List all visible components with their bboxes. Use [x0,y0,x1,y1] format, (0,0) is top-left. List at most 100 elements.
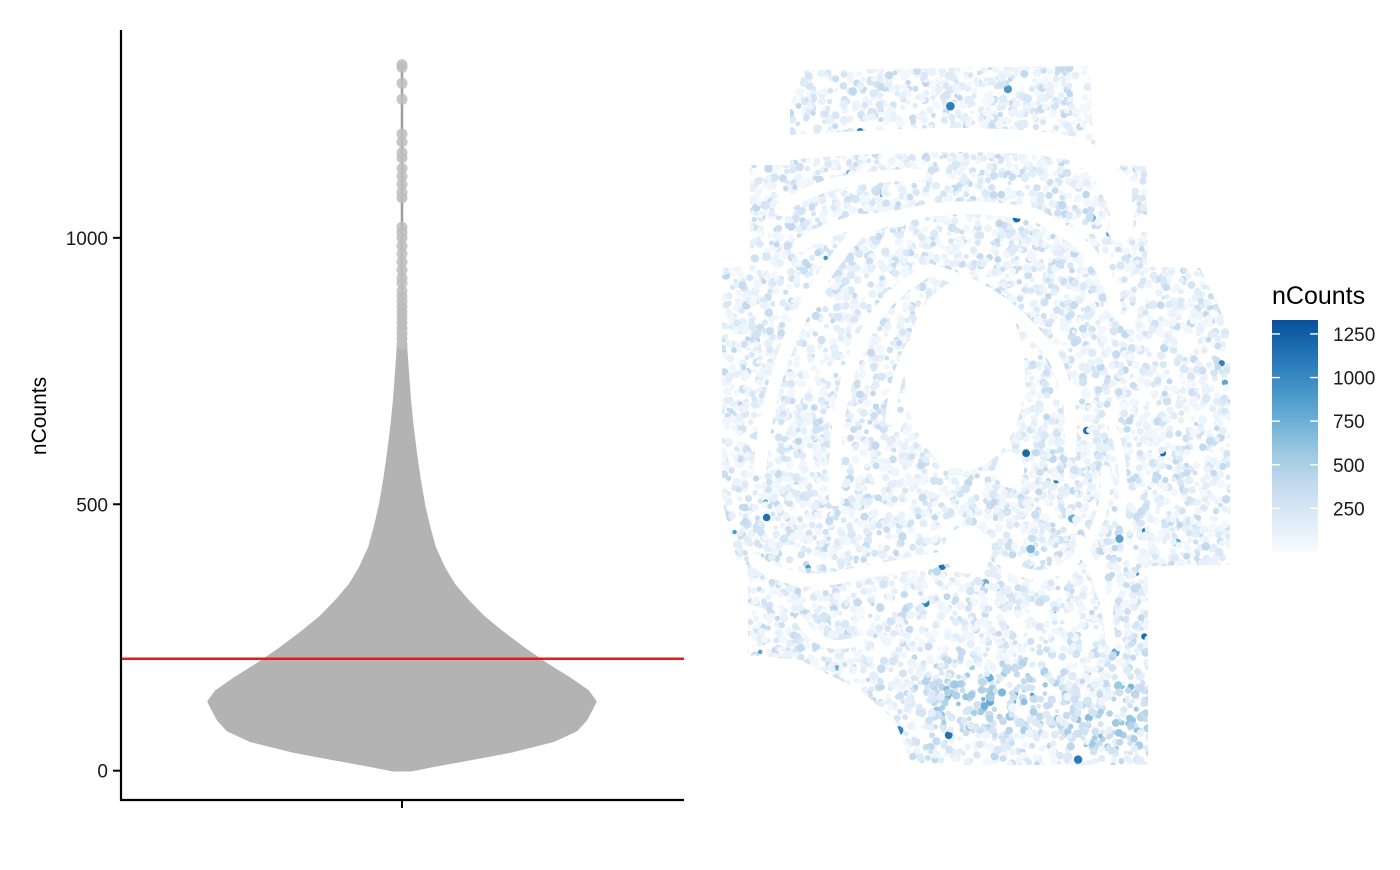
cell-point [844,702,850,708]
cell-point [1151,562,1160,571]
cell-point [766,606,772,612]
cell-point [765,116,774,125]
cell-point [1167,616,1173,622]
cell-point [1183,469,1191,477]
cell-point [835,706,843,714]
cell-point [773,93,780,100]
cell-point [1227,615,1235,623]
cell-point [741,708,748,715]
cell-point [1195,618,1204,627]
cell-point [926,502,932,508]
cell-point [1201,260,1208,267]
cell-point [769,322,775,328]
cell-point [1186,675,1191,680]
cell-point [997,137,1003,143]
cell-point [870,391,876,397]
cell-point [761,134,767,140]
cell-point [1103,106,1109,112]
cell-point [744,584,749,589]
cell-point [1210,72,1216,78]
cell-point [1005,449,1013,457]
cell-point [1175,182,1180,187]
cell-point [865,737,871,743]
cell-point [1115,643,1123,651]
cell-point [820,695,827,702]
cell-point [731,554,739,562]
cell-point [886,389,891,394]
cell-point [944,207,950,213]
cell-point [1188,281,1196,289]
cell-point [1159,161,1165,167]
cell-point [939,294,945,300]
cell-point [1161,142,1168,149]
cell-point [1157,200,1163,206]
cell-point [1181,246,1186,251]
cell-point [1060,645,1068,653]
cell-point [1191,178,1197,184]
cell-point [1168,691,1173,696]
cell-point [755,102,759,106]
cell-point [863,730,868,735]
cell-point [1216,760,1221,765]
cell-point [724,542,731,549]
cell-point [1112,340,1119,347]
cell-point [1037,723,1043,729]
cell-point [1025,185,1030,190]
cell-point [1227,92,1232,97]
cell-point [1066,663,1072,669]
cell-point [1222,687,1227,692]
cell-point [745,106,751,112]
cell-point [1022,742,1028,748]
cell-point [786,556,793,563]
cell-point [1173,141,1177,145]
cell-point [1121,97,1127,103]
cell-point [1183,607,1188,612]
cell-point [892,738,900,746]
cell-point [741,658,749,666]
cell-point [1145,299,1150,304]
cell-point [757,749,762,754]
cell-point [1195,734,1200,739]
cell-point [1161,656,1166,661]
cell-point [782,160,790,168]
cell-point [1166,242,1171,247]
cell-point [1170,262,1176,268]
cell-point [1210,576,1218,584]
cell-point [804,705,811,712]
cell-point [875,302,881,308]
cell-point [737,661,743,667]
cell-point [1218,73,1223,78]
cell-point [1180,234,1186,240]
cell-point [1171,93,1177,99]
cell-point [1163,579,1170,586]
cell-point [1106,710,1113,717]
cell-point [1227,130,1234,137]
cell-point [918,560,924,566]
cell-point [1156,68,1160,72]
cell-point [1029,87,1034,92]
cell-point [1188,695,1194,701]
cell-point [898,754,905,761]
cell-point [1116,71,1123,78]
cell-point [849,72,855,78]
cell-point [1084,458,1091,465]
cell-point [808,707,814,713]
cell-point [919,293,925,299]
cell-point [974,424,982,432]
cell-point [916,429,923,436]
cell-point [1212,91,1217,96]
cell-point [931,113,936,118]
cell-point [772,671,779,678]
cell-point [1180,75,1187,82]
cell-point [1159,127,1166,134]
cell-point [1132,252,1137,257]
cell-point [1204,67,1209,72]
cell-point [778,688,785,695]
cell-point [1209,752,1215,758]
cell-point [1133,436,1138,441]
cell-point [1146,79,1153,86]
cell-point [894,66,899,71]
cell-point [1200,75,1207,82]
cell-point [1071,279,1079,287]
cell-point [1218,567,1223,572]
